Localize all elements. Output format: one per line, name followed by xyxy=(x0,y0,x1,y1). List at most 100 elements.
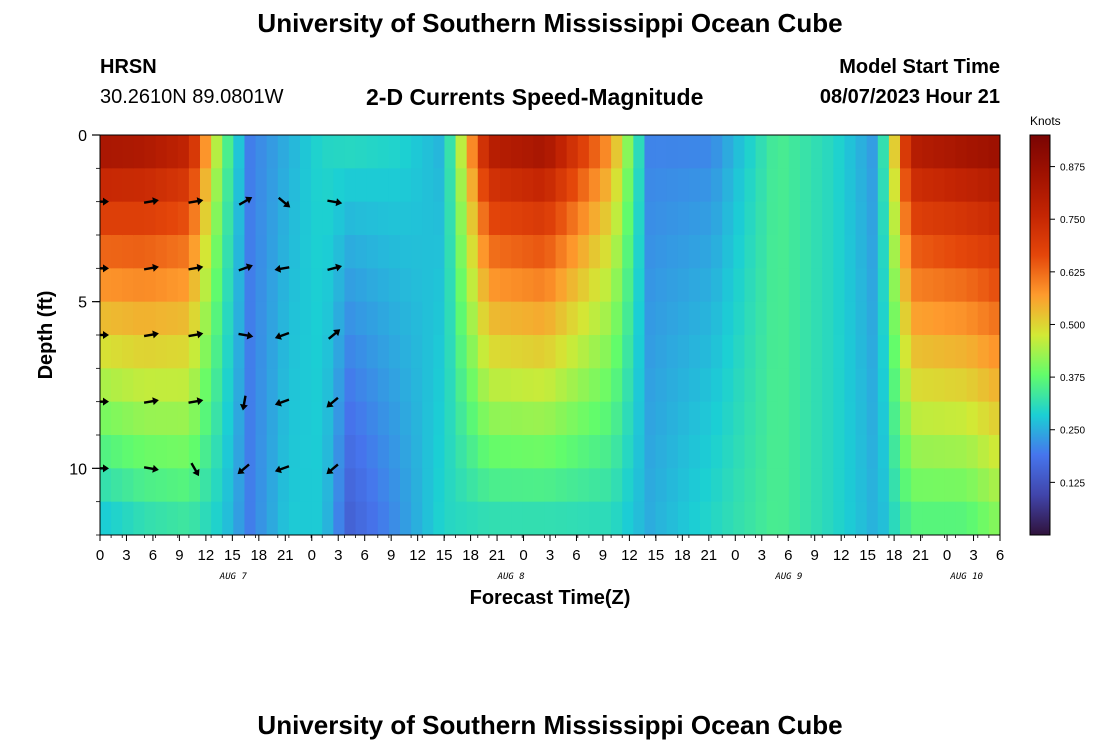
heatmap-cell xyxy=(522,468,534,503)
heatmap-cell xyxy=(977,268,990,303)
x-tick-label: 15 xyxy=(648,547,665,564)
heatmap-cell xyxy=(400,468,412,503)
heatmap-cell xyxy=(811,368,823,403)
heatmap-cell xyxy=(955,435,968,469)
heatmap-cell xyxy=(122,301,134,336)
current-vector-arrow xyxy=(188,330,204,339)
heatmap-cell xyxy=(700,335,712,369)
heatmap-cell xyxy=(711,235,723,269)
heatmap-cell xyxy=(111,435,123,469)
heatmap-cell xyxy=(144,235,157,269)
heatmap-cell xyxy=(811,335,823,369)
heatmap-cell xyxy=(844,301,857,336)
heatmap-cell xyxy=(833,268,846,303)
heatmap-cell xyxy=(177,301,190,336)
heatmap-cell xyxy=(266,468,279,503)
heatmap-cell xyxy=(188,368,201,403)
heatmap-cell xyxy=(666,201,679,236)
heatmap-cell xyxy=(277,301,290,336)
heatmap-cell xyxy=(222,135,234,169)
heatmap-cell xyxy=(611,235,623,269)
heatmap-cell xyxy=(877,135,890,169)
heatmap-cell xyxy=(988,435,1000,469)
heatmap-cell xyxy=(644,235,657,269)
chart-subtitle: 2-D Currents Speed-Magnitude xyxy=(366,84,704,110)
heatmap-cell xyxy=(855,235,868,269)
heatmap-cell xyxy=(444,268,457,303)
heatmap-cell xyxy=(600,468,612,503)
heatmap-cell xyxy=(522,268,534,303)
heatmap-cell xyxy=(666,301,679,336)
heatmap-cell xyxy=(577,168,590,203)
heatmap-cell xyxy=(933,235,946,269)
heatmap-cell xyxy=(177,501,190,535)
heatmap-cell xyxy=(911,168,923,203)
heatmap-cell xyxy=(800,468,812,503)
heatmap-cell xyxy=(444,368,457,403)
heatmap-cell xyxy=(177,335,190,369)
heatmap-cell xyxy=(255,201,268,236)
heatmap-cell xyxy=(877,235,890,269)
heatmap-cell xyxy=(833,201,846,236)
current-vector-arrow xyxy=(274,465,290,474)
heatmap-cell xyxy=(100,135,112,169)
heatmap-cell xyxy=(944,435,957,469)
heatmap-cell xyxy=(311,168,323,203)
heatmap-cell xyxy=(611,135,623,169)
heatmap-cell xyxy=(355,335,368,369)
heatmap-cell xyxy=(566,401,579,436)
heatmap-cell xyxy=(755,401,768,436)
heatmap-cell xyxy=(655,468,668,503)
heatmap-cell xyxy=(944,368,957,403)
current-vector-arrow xyxy=(274,264,290,273)
heatmap-cell xyxy=(577,401,590,436)
heatmap-cell xyxy=(677,235,690,269)
heatmap-cell xyxy=(866,435,879,469)
heatmap-cell xyxy=(377,468,390,503)
heatmap-cell xyxy=(511,268,523,303)
heatmap-cell xyxy=(722,135,734,169)
x-tick-label: 18 xyxy=(462,547,479,564)
heatmap-cell xyxy=(111,301,123,336)
heatmap-cell xyxy=(611,201,623,236)
heatmap-cell xyxy=(888,368,901,403)
heatmap-cell xyxy=(155,335,168,369)
heatmap-cell xyxy=(400,435,412,469)
heatmap-cell xyxy=(977,401,990,436)
heatmap-cell xyxy=(688,335,701,369)
heatmap-cell xyxy=(333,335,346,369)
heatmap-cell xyxy=(422,201,434,236)
heatmap-cell xyxy=(833,501,846,535)
heatmap-cell xyxy=(466,368,479,403)
heatmap-cell xyxy=(288,135,301,169)
heatmap-cell xyxy=(955,168,968,203)
heatmap-cell xyxy=(811,135,823,169)
heatmap-cell xyxy=(688,368,701,403)
heatmap-cell xyxy=(988,201,1000,236)
heatmap-cell xyxy=(466,501,479,535)
heatmap-cell xyxy=(411,468,423,503)
heatmap-cell xyxy=(166,201,179,236)
heatmap-cell xyxy=(833,135,846,169)
date-label: AUG 10 xyxy=(949,572,983,582)
heatmap-cell xyxy=(311,335,323,369)
heatmap-cell xyxy=(255,368,268,403)
heatmap-cell xyxy=(466,235,479,269)
heatmap-cell xyxy=(244,301,257,336)
heatmap-cell xyxy=(933,468,946,503)
heatmap-cell xyxy=(355,435,368,469)
heatmap-cell xyxy=(633,401,646,436)
heatmap-cell xyxy=(900,501,912,535)
heatmap-cell xyxy=(488,368,501,403)
heatmap-cell xyxy=(700,135,712,169)
heatmap-cell xyxy=(777,501,790,535)
heatmap-cell xyxy=(555,401,568,436)
heatmap-cell xyxy=(822,401,834,436)
heatmap-cell xyxy=(744,168,757,203)
heatmap-cell xyxy=(711,368,723,403)
heatmap-cell xyxy=(766,368,779,403)
heatmap-cell xyxy=(922,168,934,203)
heatmap-cell xyxy=(366,168,379,203)
heatmap-cell xyxy=(322,401,334,436)
heatmap-cell xyxy=(777,168,790,203)
